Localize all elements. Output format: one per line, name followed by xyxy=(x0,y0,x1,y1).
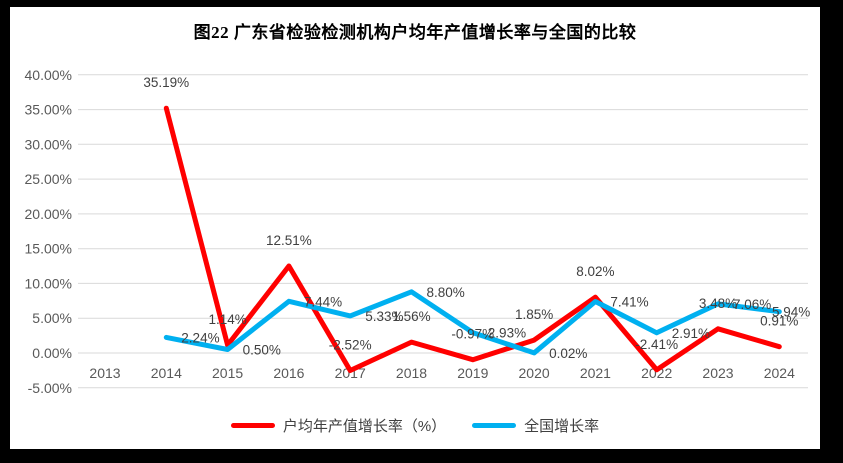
chart-canvas: 图22 广东省检验检测机构户均年产值增长率与全国的比较 40.00% 35.00%… xyxy=(10,7,820,449)
red-line-legend-icon xyxy=(230,423,275,428)
x-axis-tick-label: 2016 xyxy=(273,365,304,381)
data-label: 7.41% xyxy=(610,295,648,310)
x-axis-tick-label: 2019 xyxy=(457,365,488,381)
data-label: 0.02% xyxy=(549,346,587,361)
data-label: 1.14% xyxy=(208,312,246,327)
y-axis-tick-label: 20.00% xyxy=(25,206,72,222)
x-axis-tick-label: 2018 xyxy=(396,365,427,381)
x-axis-tick-label: 2024 xyxy=(764,365,795,381)
x-axis-tick-label: 2020 xyxy=(519,365,550,381)
data-label: 2.91% xyxy=(672,326,710,341)
x-axis-tick-label: 2021 xyxy=(580,365,611,381)
data-label: 8.80% xyxy=(427,285,465,300)
x-axis-tick-label: 2013 xyxy=(89,365,120,381)
y-axis-tick-label: -5.00% xyxy=(28,380,72,396)
legend: 户均年产值增长率（%） 全国增长率 xyxy=(10,415,820,436)
legend-item-national-growth: 全国增长率 xyxy=(472,415,599,436)
data-label: 5.33% xyxy=(365,309,403,324)
y-axis-tick-label: 35.00% xyxy=(25,102,72,118)
chart-plot: 40.00% 35.00% 30.00% 25.00% 20.00% 15.00% 10.0… xyxy=(25,67,811,396)
data-label: 35.19% xyxy=(143,75,189,90)
data-label: 12.51% xyxy=(266,233,312,248)
y-axis-tick-label: 15.00% xyxy=(25,241,72,257)
legend-label-national-growth: 全国增长率 xyxy=(524,418,600,435)
data-label: 8.02% xyxy=(576,264,614,279)
legend-item-household-output-growth: 户均年产值增长率（%） xyxy=(230,415,447,436)
y-axis-tick-label: 0.00% xyxy=(32,345,72,361)
data-label: 5.94% xyxy=(772,305,810,320)
y-axis-tick-label: 25.00% xyxy=(25,171,72,187)
data-label: 1.85% xyxy=(515,307,553,322)
y-axis-tick-label: 5.00% xyxy=(32,310,72,326)
data-label: 1.56% xyxy=(392,309,430,324)
data-label: 7.06% xyxy=(733,297,771,312)
data-label: 2.24% xyxy=(181,330,219,345)
x-axis-tick-label: 2023 xyxy=(702,365,733,381)
data-label: 0.91% xyxy=(760,314,798,329)
y-axis-tick-label: 10.00% xyxy=(25,275,72,291)
x-axis-tick-label: 2015 xyxy=(212,365,243,381)
series-line-0 xyxy=(163,105,782,373)
data-label: 7.44% xyxy=(304,294,342,309)
data-label: -2.41% xyxy=(635,337,678,352)
y-axis-tick-label: 40.00% xyxy=(25,67,72,83)
blue-line-legend-icon xyxy=(472,423,517,428)
data-label: 2.93% xyxy=(488,326,526,341)
legend-label-household-output-growth: 户均年产值增长率（%） xyxy=(282,418,447,435)
y-axis-tick-label: 30.00% xyxy=(25,136,72,152)
data-label: -0.97% xyxy=(451,327,494,342)
data-label: 3.48% xyxy=(699,296,737,311)
chart-title: 图22 广东省检验检测机构户均年产值增长率与全国的比较 xyxy=(193,23,637,42)
x-axis-tick-label: 2014 xyxy=(151,365,182,381)
series-line-1 xyxy=(163,289,782,356)
data-label: -2.52% xyxy=(329,338,372,353)
x-axis-tick-label: 2022 xyxy=(641,365,672,381)
data-label: 0.50% xyxy=(243,343,281,358)
